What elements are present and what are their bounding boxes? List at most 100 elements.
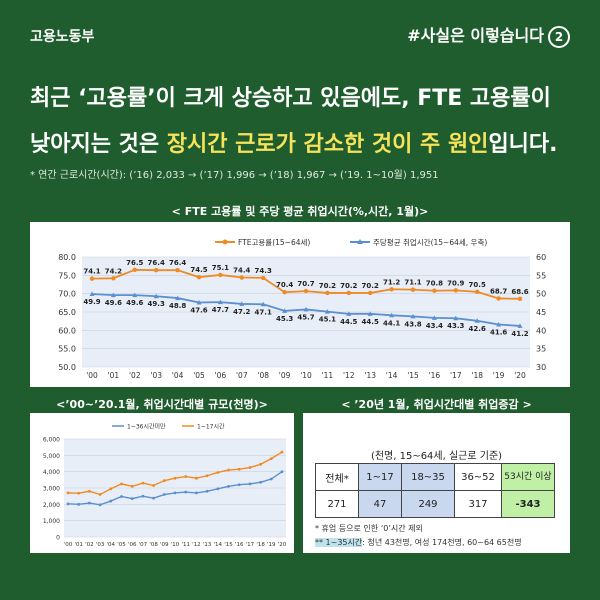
headline-line-2-post: 입니다. — [488, 132, 558, 157]
fte-data-label: 74.4 — [233, 267, 250, 275]
hours-point — [132, 292, 138, 298]
left-series-2-point — [280, 450, 284, 454]
hours-data-label: 47.1 — [255, 308, 272, 316]
x-tick-label: '15 — [407, 371, 419, 380]
left-chart-svg: 0 1,000 2,000 3,000 4,000 5,000 6,000 '00'01'02… — [43, 423, 287, 549]
left-x-tick-label: '02 — [85, 542, 94, 548]
hours-data-label: 49.6 — [105, 299, 122, 307]
left-series-2-point — [120, 482, 123, 486]
y-left-tick-label: 80.0 — [58, 253, 76, 262]
hours-point — [239, 301, 245, 306]
fte-data-label: 71.2 — [383, 278, 400, 286]
left-series-2-point — [173, 476, 177, 480]
value-18-35: 249 — [401, 490, 455, 518]
left-x-tick-label: '04 — [107, 542, 116, 548]
x-tick-label: '00 — [86, 371, 98, 380]
y-right-tick-label: 50 — [536, 290, 546, 299]
left-x-tick-label: '14 — [214, 542, 223, 548]
left-series-2-point — [162, 479, 166, 483]
left-series-1-point — [184, 490, 188, 494]
fte-data-label: 70.2 — [340, 282, 357, 290]
x-tick-label: '10 — [300, 371, 312, 380]
employment-change-table: 전체* 1~17 18~35 36~52 53시간 이상 271 47 249 … — [315, 463, 555, 518]
left-series-1-point — [77, 502, 81, 506]
hours-point — [89, 291, 95, 297]
hours-data-label: 41.2 — [511, 330, 528, 338]
left-x-tick-label: '19 — [267, 542, 276, 548]
left-series-1-point — [88, 501, 91, 505]
left-series-1-point — [66, 502, 70, 506]
left-x-tick-label: '10 — [171, 542, 180, 548]
fte-data-label: 70.8 — [426, 280, 443, 288]
hours-data-label: 49.3 — [148, 300, 165, 308]
y-left-tick-label: 65.0 — [58, 308, 76, 317]
table-header-row: 전체* 1~17 18~35 36~52 53시간 이상 — [315, 463, 555, 491]
left-y-tick-label: 6,000 — [43, 437, 60, 444]
left-series-1-point — [216, 487, 220, 491]
left-x-tick-label: '15 — [224, 542, 233, 548]
left-series-1-point — [227, 484, 230, 488]
header-53-plus: 53시간 이상 — [501, 463, 555, 491]
fte-point — [496, 296, 501, 301]
hours-data-label: 47.2 — [233, 308, 250, 316]
fte-data-label: 68.7 — [490, 287, 507, 295]
fte-data-label: 70.5 — [469, 281, 486, 289]
value-36-52: 317 — [454, 490, 502, 518]
hours-data-label: 45.3 — [276, 315, 293, 323]
hours-data-label: 44.1 — [383, 319, 400, 327]
fte-data-label: 70.4 — [276, 281, 293, 289]
hours-point — [260, 301, 266, 307]
main-chart-panel: 50.0 55.0 60.0 65.0 70.0 75.0 80.0 30 35 40 45 50 55… — [30, 222, 570, 387]
left-series-1-point — [269, 477, 273, 481]
x-tick-label: '05 — [193, 371, 205, 380]
left-series-1-point — [248, 482, 252, 486]
left-series-1-point — [205, 489, 209, 493]
series-tag: #사실은 이렇습니다 2 — [407, 22, 570, 48]
main-chart-svg: 50.0 55.0 60.0 65.0 70.0 75.0 80.0 30 35 40 45 50 55… — [58, 237, 546, 380]
fte-data-label: 68.6 — [511, 288, 528, 296]
left-y-tick-label: 2,000 — [43, 502, 60, 509]
y-right-tick-label: 45 — [536, 308, 546, 317]
fte-data-label: 70.2 — [362, 282, 379, 290]
left-x-tick-label: '01 — [74, 542, 83, 548]
fte-point — [175, 268, 180, 273]
fte-point — [453, 288, 458, 293]
legend-hours-marker — [357, 239, 363, 244]
fte-data-label: 76.4 — [148, 259, 165, 267]
fte-point — [132, 267, 137, 273]
fte-point — [111, 276, 116, 281]
headline-line-1: 최근 ‘고용률’이 크게 상승하고 있음에도, FTE 고용률이 — [30, 86, 551, 111]
headline-line-2: 낮아지는 것은 장시간 근로가 감소한 것이 주 원인입니다. — [30, 126, 558, 158]
left-series-2-point — [227, 468, 230, 472]
fte-data-label: 75.1 — [212, 264, 229, 272]
left-series-2-point — [205, 474, 209, 478]
left-x-tick-label: '00 — [64, 542, 73, 548]
left-legend-label-1: 1~36시간미만 — [127, 423, 166, 431]
hours-point — [346, 311, 352, 316]
left-x-tick-label: '05 — [117, 542, 126, 548]
left-series-2-point — [269, 457, 273, 460]
x-tick-label: '03 — [150, 371, 162, 380]
value-total: 271 — [315, 490, 359, 518]
hours-point — [517, 323, 523, 328]
fte-data-label: 74.2 — [105, 267, 122, 275]
x-tick-label: '14 — [386, 371, 398, 380]
hours-data-label: 45.7 — [297, 313, 314, 321]
hours-point — [431, 315, 437, 320]
x-tick-label: '07 — [236, 371, 248, 380]
fte-data-label: 74.1 — [83, 268, 100, 276]
left-series-2-point — [98, 493, 102, 496]
value-1-17: 47 — [358, 490, 402, 518]
series-number-badge: 2 — [548, 25, 570, 48]
left-series-1-point — [98, 503, 102, 507]
left-series-1-point — [195, 491, 198, 495]
fte-point — [303, 288, 309, 294]
hours-data-label: 41.6 — [490, 328, 507, 336]
y-right-tick-label: 60 — [536, 253, 546, 262]
legend-fte-label: FTE고용률(15~64세) — [238, 238, 310, 247]
headline-line-2-pre: 낮아지는 것은 — [30, 132, 167, 157]
left-series-2-point — [195, 476, 198, 480]
left-series-2-point — [152, 484, 155, 487]
headline-highlight: 장시간 근로가 감소한 것이 주 원인 — [166, 132, 489, 157]
hours-data-label: 43.8 — [404, 320, 421, 328]
